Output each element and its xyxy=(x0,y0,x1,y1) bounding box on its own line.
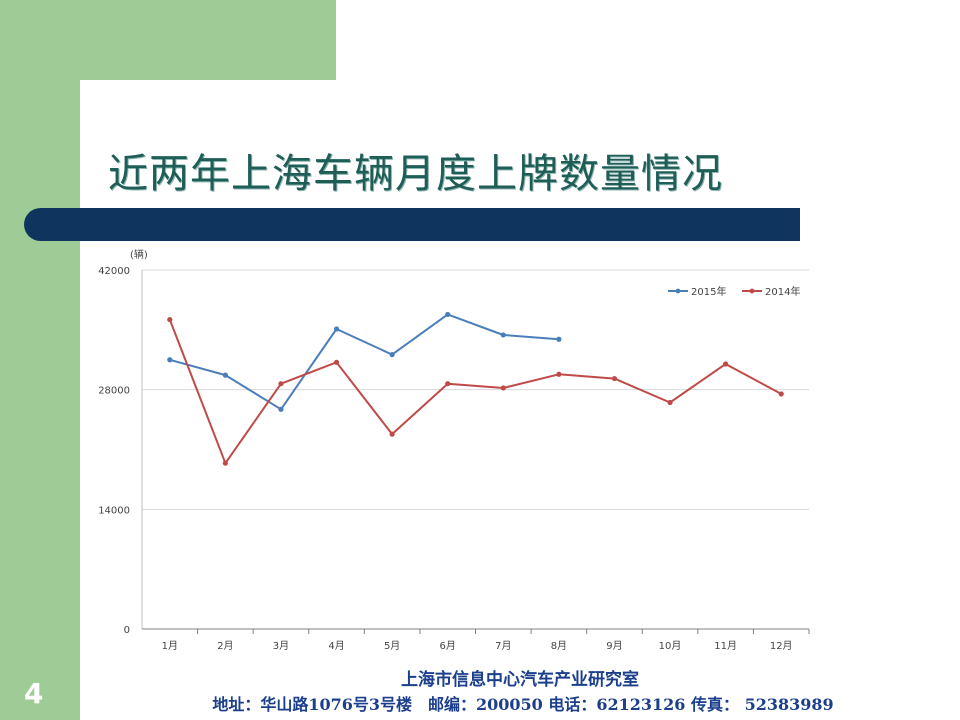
y-tick-label: 0 xyxy=(124,625,130,636)
data-point xyxy=(333,359,340,365)
data-point xyxy=(333,326,340,332)
footer-contact-info: 地址：华山路1076号3号楼 邮编：200050 电话：62123126 传真：… xyxy=(212,695,834,714)
data-point xyxy=(445,381,451,387)
data-point xyxy=(778,391,784,397)
legend-marker xyxy=(675,288,681,294)
legend-item: 2014年 xyxy=(742,285,800,298)
data-point xyxy=(445,311,451,318)
content-panel xyxy=(80,80,960,720)
data-point xyxy=(389,352,395,358)
legend-item: 2015年 xyxy=(668,285,726,298)
title-underline-bar xyxy=(24,208,800,241)
data-point xyxy=(611,375,618,382)
green-side-band xyxy=(0,0,80,720)
x-tick-label: 7月 xyxy=(495,640,511,652)
data-point xyxy=(556,336,562,342)
series-line xyxy=(168,319,782,465)
series-2 xyxy=(167,316,784,466)
data-point xyxy=(389,431,395,437)
green-top-band xyxy=(80,0,336,80)
x-tick-label: 11月 xyxy=(714,640,737,652)
legend: 2015年 2014年 xyxy=(668,285,800,298)
axes xyxy=(141,270,810,634)
x-tick-label: 3月 xyxy=(273,640,289,652)
series xyxy=(167,311,784,466)
y-tick-labels: 0 14000 28000 42000 xyxy=(98,266,130,636)
x-tick-label: 2月 xyxy=(217,640,233,652)
x-tick-label: 4月 xyxy=(328,640,344,652)
x-tick-label: 10月 xyxy=(659,640,682,652)
series-line xyxy=(169,313,559,411)
data-point xyxy=(500,385,506,391)
data-point xyxy=(278,381,284,387)
y-unit-label: (辆) xyxy=(130,248,148,261)
data-point xyxy=(278,406,284,412)
y-tick-label: 42000 xyxy=(98,266,130,277)
legend-label: 2014年 xyxy=(765,285,800,298)
series-1 xyxy=(167,311,562,412)
gridlines xyxy=(142,269,809,510)
data-point xyxy=(222,372,228,378)
legend-marker xyxy=(749,288,755,294)
x-tick-label: 6月 xyxy=(440,640,456,652)
y-tick-label: 28000 xyxy=(98,386,130,397)
page-number: 4 xyxy=(24,677,44,710)
data-point xyxy=(222,460,228,466)
data-point xyxy=(167,316,173,323)
x-tick-label: 9月 xyxy=(606,640,622,652)
y-tick-label: 14000 xyxy=(98,505,130,516)
x-tick-label: 5月 xyxy=(384,640,400,652)
slide-title: 近两年上海车辆月度上牌数量情况 xyxy=(108,151,723,197)
x-tick-label: 12月 xyxy=(770,640,793,652)
footer-organization: 上海市信息中心汽车产业研究室 xyxy=(401,670,639,690)
x-tick-label: 1月 xyxy=(162,640,178,652)
x-tick-label: 8月 xyxy=(551,640,567,652)
data-point xyxy=(500,332,506,338)
data-point xyxy=(167,357,173,363)
x-tick-labels: 1月 2月 3月 4月 5月 6月 7月 8月 9月 10月 11月 12月 xyxy=(162,640,793,652)
data-point xyxy=(667,399,673,406)
data-point xyxy=(556,371,562,377)
data-point xyxy=(723,361,729,367)
legend-label: 2015年 xyxy=(691,285,726,298)
